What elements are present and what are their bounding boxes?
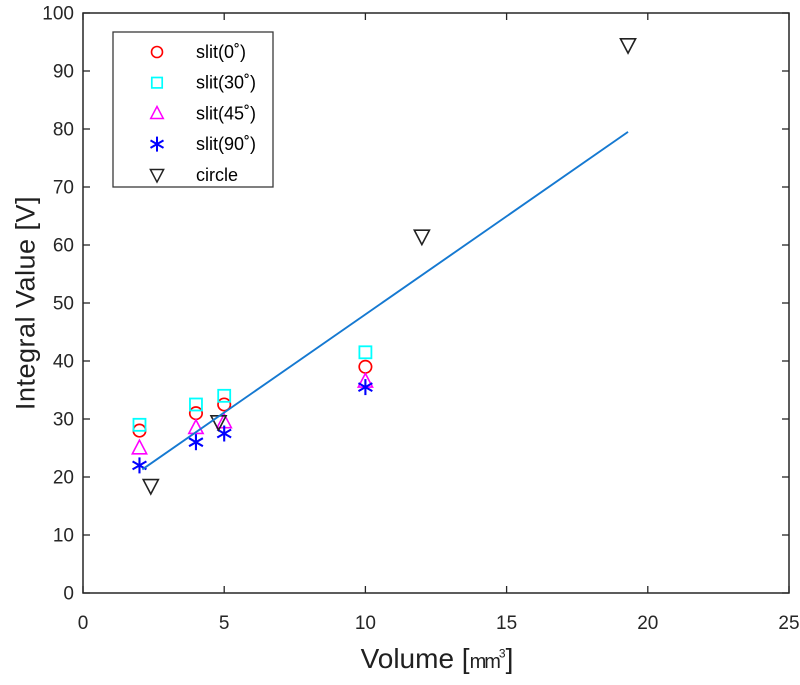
tick-labels-group: 0 5 10 15 20 25 0 10 20 30 40 50 60 70 80 90 100: [42, 4, 799, 635]
series-triangle-down: [141, 37, 637, 496]
y-tick-label: 10: [53, 526, 74, 547]
fit-line: [141, 131, 629, 471]
asterisk-marker-spoke: [150, 139, 164, 149]
y-axis-label: Integral Value [V]: [10, 195, 41, 411]
circle-marker: [188, 406, 204, 421]
legend-label: slit(30˚): [196, 73, 256, 93]
legend-item: circle: [149, 165, 238, 185]
x-axis-label-suffix: ]: [505, 643, 514, 674]
series-square: [132, 345, 373, 432]
triangle-up-marker: [131, 438, 148, 455]
square-marker: [150, 76, 164, 89]
x-tick-label: 5: [219, 613, 230, 634]
legend-group: slit(0˚) slit(30˚) slit(45˚) slit(90˚) circl…: [112, 31, 274, 188]
legend-item: slit(90˚): [150, 134, 256, 154]
y-tick-label: 100: [42, 4, 74, 25]
asterisk-marker-spoke: [188, 437, 204, 448]
x-tick-label: 25: [778, 613, 799, 634]
x-tick-label: 15: [496, 613, 517, 634]
x-axis-unit: mm: [469, 651, 501, 673]
x-tick-label: 10: [355, 613, 376, 634]
legend-box: [112, 31, 274, 188]
x-axis-label: Volume [mm3]: [361, 643, 514, 675]
asterisk-marker-spoke: [357, 382, 373, 393]
triangle-up-marker: [149, 104, 165, 120]
square-marker: [358, 345, 373, 360]
y-tick-label: 40: [53, 352, 74, 373]
circle-marker: [217, 397, 232, 412]
fit-line-group: [141, 131, 629, 471]
y-tick-label: 30: [53, 410, 74, 431]
legend-item: slit(30˚): [150, 73, 256, 93]
triangle-up-marker: [187, 418, 205, 435]
x-axis-label-prefix: Volume [: [360, 643, 470, 674]
x-tick-label: 20: [637, 613, 658, 634]
triangle-down-marker: [619, 37, 637, 55]
y-tick-label: 80: [53, 120, 74, 141]
axis-ticks-group: [82, 12, 790, 594]
data-series-group: [131, 37, 637, 496]
square-marker: [189, 397, 203, 412]
square-marker: [132, 417, 147, 432]
triangle-down-marker: [149, 168, 165, 184]
y-tick-label: 20: [53, 468, 74, 489]
y-tick-label: 70: [53, 178, 74, 199]
series-triangle-up: [131, 371, 374, 455]
series-circle: [132, 359, 373, 438]
y-tick-label: 60: [53, 236, 74, 257]
triangle-down-marker: [141, 478, 160, 496]
legend-label: slit(45˚): [196, 103, 256, 123]
y-tick-label: 0: [63, 584, 74, 605]
legend-label: slit(90˚): [196, 134, 256, 154]
triangle-down-marker: [412, 229, 431, 247]
legend-item: slit(45˚): [149, 103, 256, 123]
legend-label: circle: [196, 165, 238, 185]
series-asterisk: [132, 379, 373, 474]
circle-marker: [358, 359, 373, 374]
square-marker: [217, 388, 232, 403]
asterisk-marker-spoke: [216, 428, 232, 439]
circle-marker: [150, 45, 164, 59]
y-tick-label: 90: [53, 62, 74, 83]
legend-item: slit(0˚): [150, 42, 246, 62]
x-axis-unit-exponent: 3: [498, 646, 506, 661]
legend-label: slit(0˚): [196, 42, 246, 62]
y-tick-label: 50: [53, 294, 74, 315]
x-tick-label: 0: [78, 613, 89, 634]
